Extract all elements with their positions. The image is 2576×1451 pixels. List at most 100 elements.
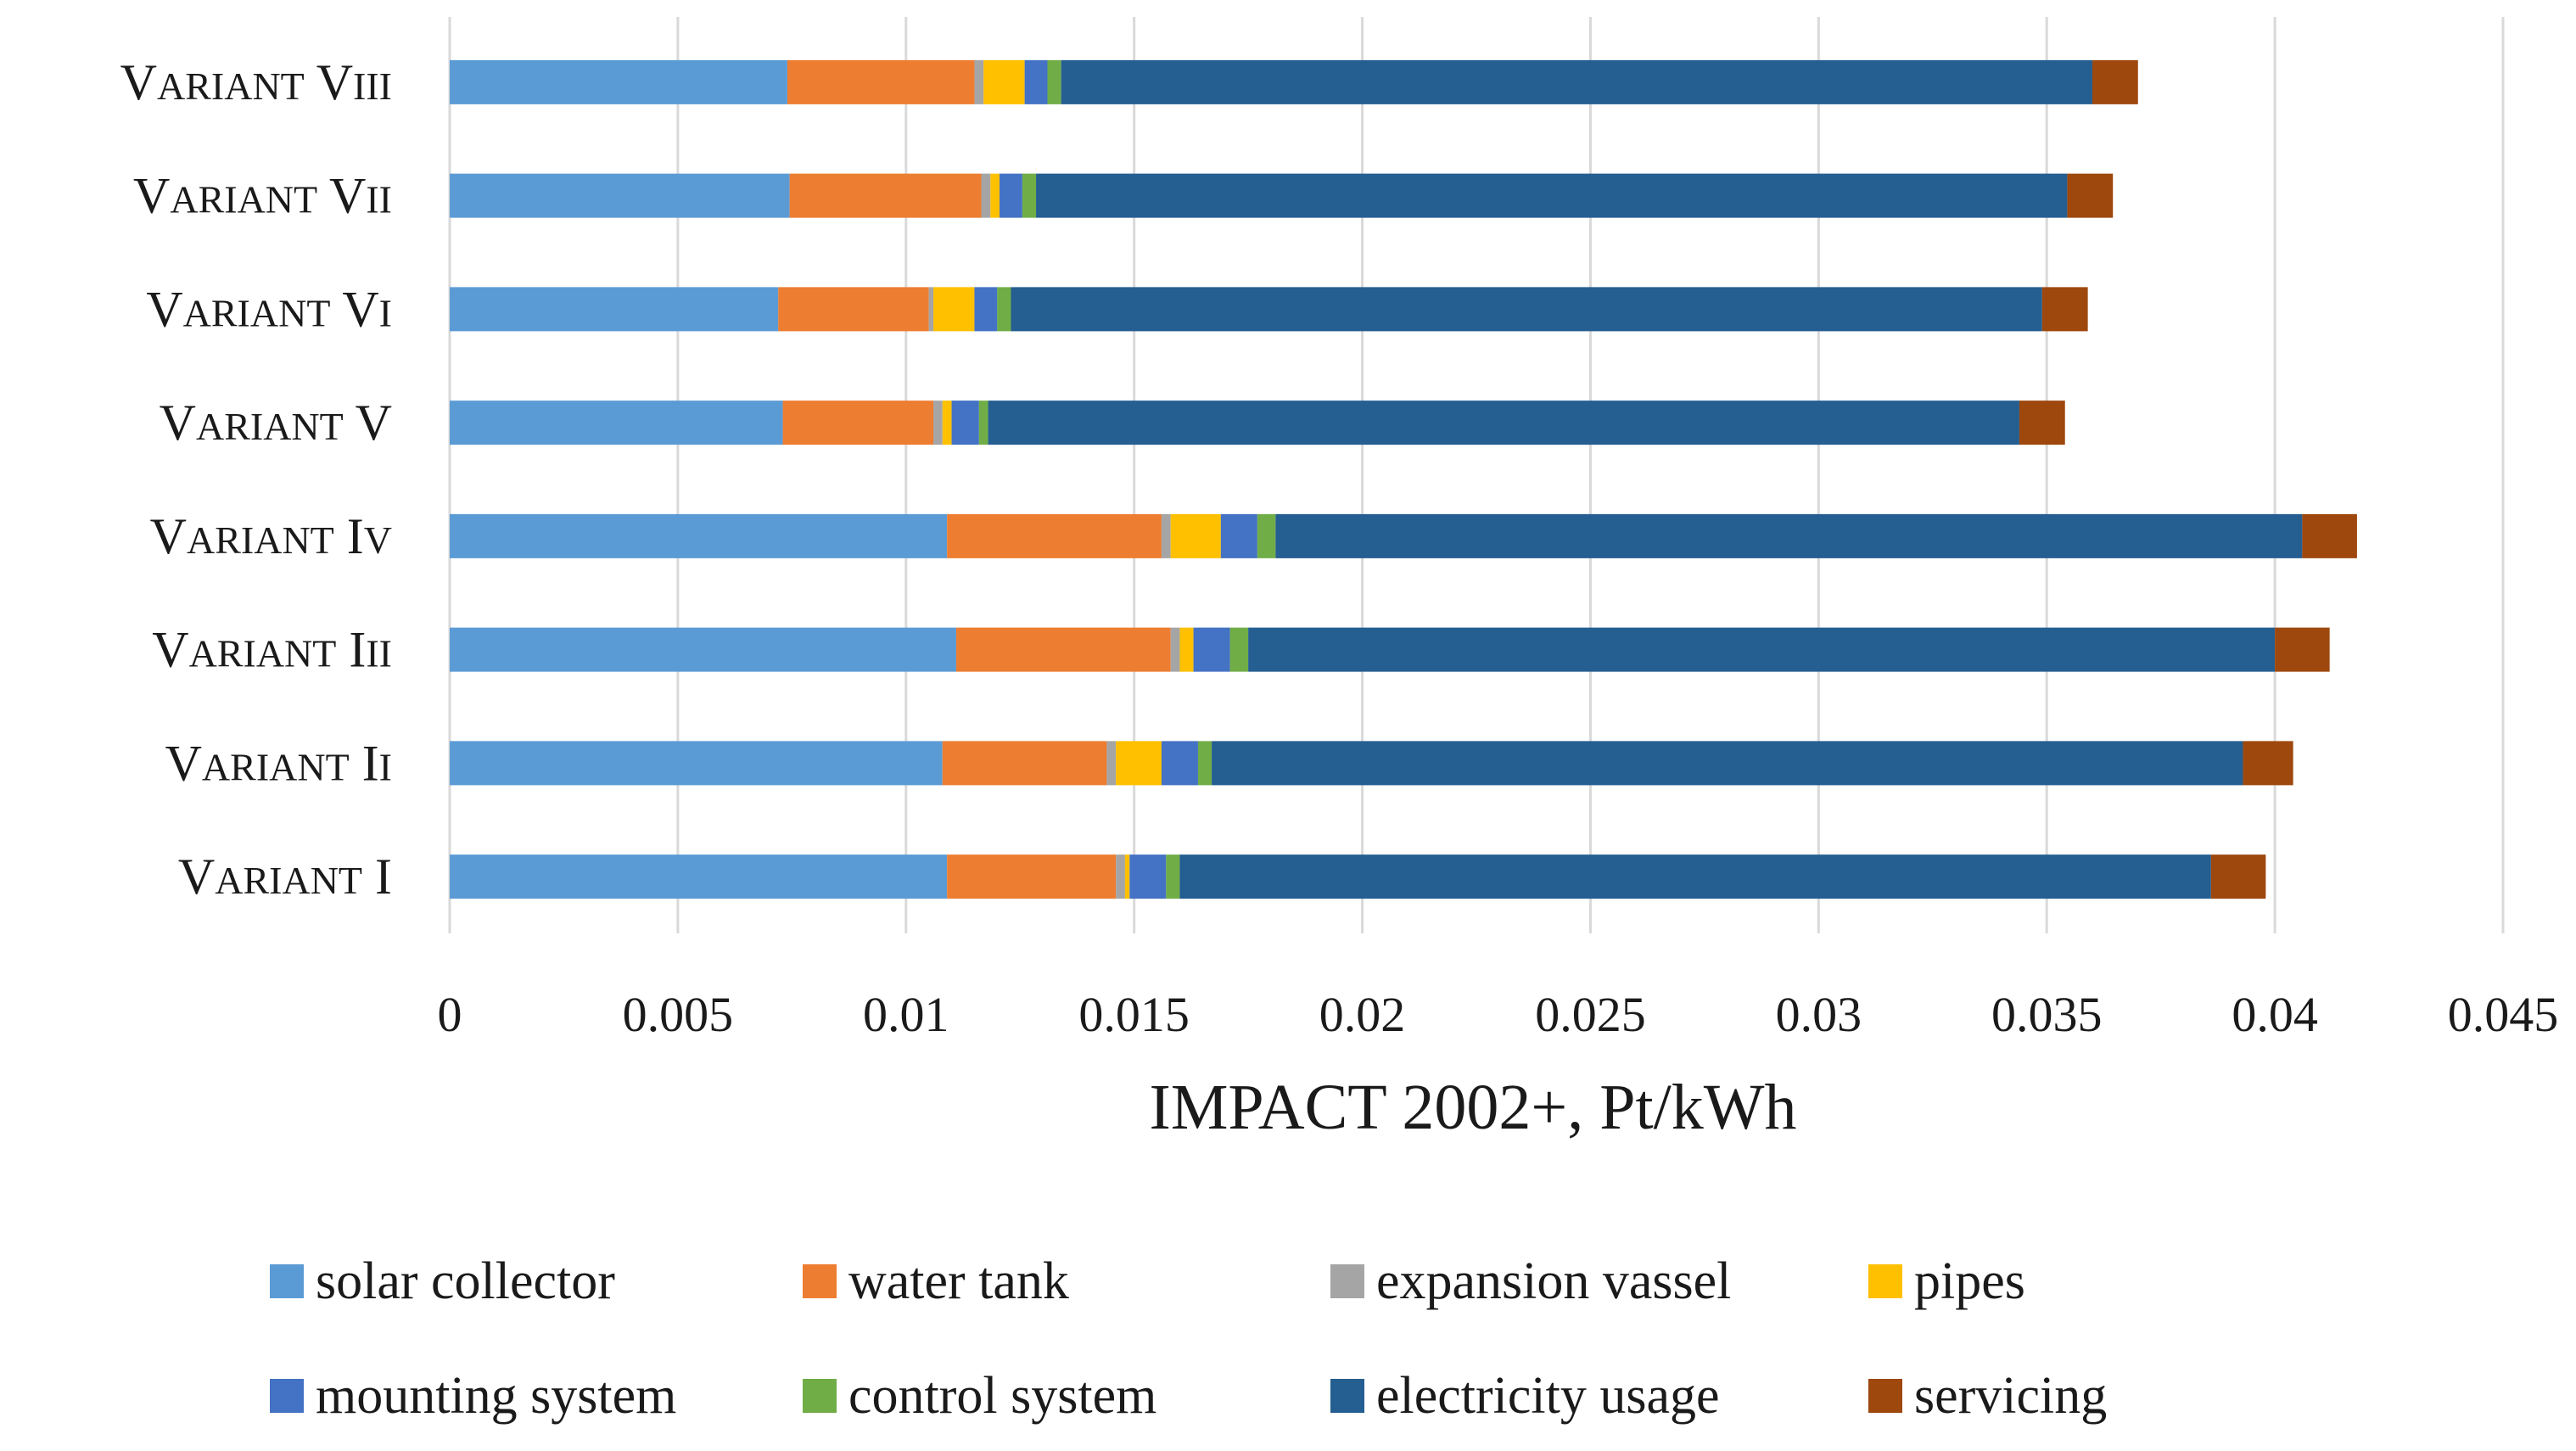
bar-expansion-vassel xyxy=(933,401,943,445)
legend-label-solar-collector: solar collector xyxy=(316,1252,615,1310)
legend-swatch-servicing xyxy=(1868,1379,1902,1413)
category-label: VARIANT IV xyxy=(150,508,392,564)
legend-swatch-expansion-vassel xyxy=(1330,1264,1364,1298)
x-tick-label: 0.035 xyxy=(1991,987,2103,1042)
bar-servicing xyxy=(2041,287,2088,332)
bar-expansion-vassel xyxy=(1170,627,1180,672)
category-label: VARIANT V xyxy=(160,395,392,451)
bar-electricity-usage xyxy=(1179,854,2211,899)
x-tick-label: 0.025 xyxy=(1535,987,1646,1042)
bar-pipes xyxy=(1124,854,1130,899)
legend-label-electricity-usage: electricity usage xyxy=(1376,1367,1720,1425)
x-tick-label: 0.015 xyxy=(1078,987,1190,1042)
bar-expansion-vassel xyxy=(1116,854,1125,899)
bar-pipes xyxy=(942,401,952,445)
category-label: VARIANT III xyxy=(152,622,392,678)
bar-control-system xyxy=(1166,854,1180,899)
bar-mounting-system xyxy=(1193,627,1230,672)
legend-label-servicing: servicing xyxy=(1914,1367,2107,1425)
bar-expansion-vassel xyxy=(1106,741,1117,786)
bar-water-tank xyxy=(955,627,1171,672)
bar-servicing xyxy=(2302,513,2357,558)
x-tick-label: 0.005 xyxy=(623,987,734,1042)
bar-expansion-vassel xyxy=(928,287,934,332)
legend-label-expansion-vassel: expansion vassel xyxy=(1376,1252,1731,1310)
bar-pipes xyxy=(1170,513,1221,558)
bar-mounting-system xyxy=(1161,741,1198,786)
bar-water-tank xyxy=(782,401,934,445)
bar-electricity-usage xyxy=(1061,59,2092,104)
bar-servicing xyxy=(2210,854,2266,899)
x-tick-label: 0.045 xyxy=(2448,987,2559,1042)
bar-expansion-vassel xyxy=(981,173,991,218)
bar-solar-collector xyxy=(450,627,956,672)
legend-swatch-pipes xyxy=(1868,1264,1902,1298)
bar-solar-collector xyxy=(450,59,787,104)
bar-control-system xyxy=(997,287,1011,332)
bar-servicing xyxy=(2019,401,2065,445)
bar-mounting-system xyxy=(1000,173,1022,218)
x-tick-label: 0.02 xyxy=(1319,987,1406,1042)
bars xyxy=(450,59,2357,899)
category-label: VARIANT II xyxy=(165,735,392,791)
bar-water-tank xyxy=(947,854,1117,899)
bar-electricity-usage xyxy=(1248,627,2276,672)
bar-control-system xyxy=(1257,513,1276,558)
bar-water-tank xyxy=(789,173,982,218)
bar-solar-collector xyxy=(450,287,779,332)
bar-pipes xyxy=(933,287,975,332)
bar-servicing xyxy=(2275,627,2330,672)
bar-pipes xyxy=(983,59,1025,104)
bar-electricity-usage xyxy=(1011,287,2042,332)
bar-electricity-usage xyxy=(988,401,2019,445)
bar-electricity-usage xyxy=(1275,513,2303,558)
bar-servicing xyxy=(2092,59,2138,104)
bar-control-system xyxy=(1197,741,1212,786)
bar-mounting-system xyxy=(1220,513,1257,558)
bar-electricity-usage xyxy=(1036,173,2068,218)
bar-control-system xyxy=(1229,627,1249,672)
x-tick-label: 0.04 xyxy=(2232,987,2318,1042)
legend-swatch-water-tank xyxy=(803,1264,837,1298)
x-axis-title: IMPACT 2002+, Pt/kWh xyxy=(1150,1072,1797,1143)
legend-swatch-solar-collector xyxy=(270,1264,304,1298)
bar-water-tank xyxy=(947,513,1162,558)
bar-expansion-vassel xyxy=(974,59,984,104)
x-tick-label: 0 xyxy=(438,987,462,1042)
category-label: VARIANT I xyxy=(178,849,392,905)
legend-swatch-mounting-system xyxy=(270,1379,304,1413)
category-labels: VARIANT VIII VARIANT VII VARIANT VI VARIANT… xyxy=(120,54,392,905)
category-label: VARIANT VI xyxy=(146,281,392,337)
legend-label-mounting-system: mounting system xyxy=(316,1367,676,1425)
bar-control-system xyxy=(1047,59,1061,104)
bar-water-tank xyxy=(942,741,1107,786)
bar-pipes xyxy=(990,173,1000,218)
legend-label-water-tank: water tank xyxy=(848,1252,1069,1310)
bar-pipes xyxy=(1116,741,1162,786)
bar-control-system xyxy=(978,401,988,445)
x-tick-label: 0.01 xyxy=(863,987,949,1042)
legend-label-control-system: control system xyxy=(848,1367,1156,1425)
bar-servicing xyxy=(2067,173,2114,218)
bar-water-tank xyxy=(778,287,929,332)
bar-mounting-system xyxy=(1024,59,1048,104)
legend-swatch-control-system xyxy=(803,1379,837,1413)
category-label: VARIANT VIII xyxy=(120,54,392,110)
legend: solar collector water tank expansion vasse… xyxy=(270,1252,2107,1425)
bar-solar-collector xyxy=(450,854,948,899)
legend-swatch-electricity-usage xyxy=(1330,1379,1364,1413)
bar-pipes xyxy=(1179,627,1194,672)
bar-control-system xyxy=(1022,173,1037,218)
bar-water-tank xyxy=(787,59,975,104)
bar-solar-collector xyxy=(450,401,783,445)
x-tick-labels: 0 0.005 0.01 0.015 0.02 0.025 0.03 0.035 0.04 0.0… xyxy=(438,987,2559,1042)
bar-mounting-system xyxy=(974,287,998,332)
x-tick-label: 0.03 xyxy=(1776,987,1862,1042)
gridlines xyxy=(448,17,2505,933)
bar-mounting-system xyxy=(1129,854,1167,899)
bar-mounting-system xyxy=(951,401,979,445)
bar-servicing xyxy=(2243,741,2293,786)
legend-label-pipes: pipes xyxy=(1914,1252,2025,1310)
category-label: VARIANT VII xyxy=(133,168,392,224)
